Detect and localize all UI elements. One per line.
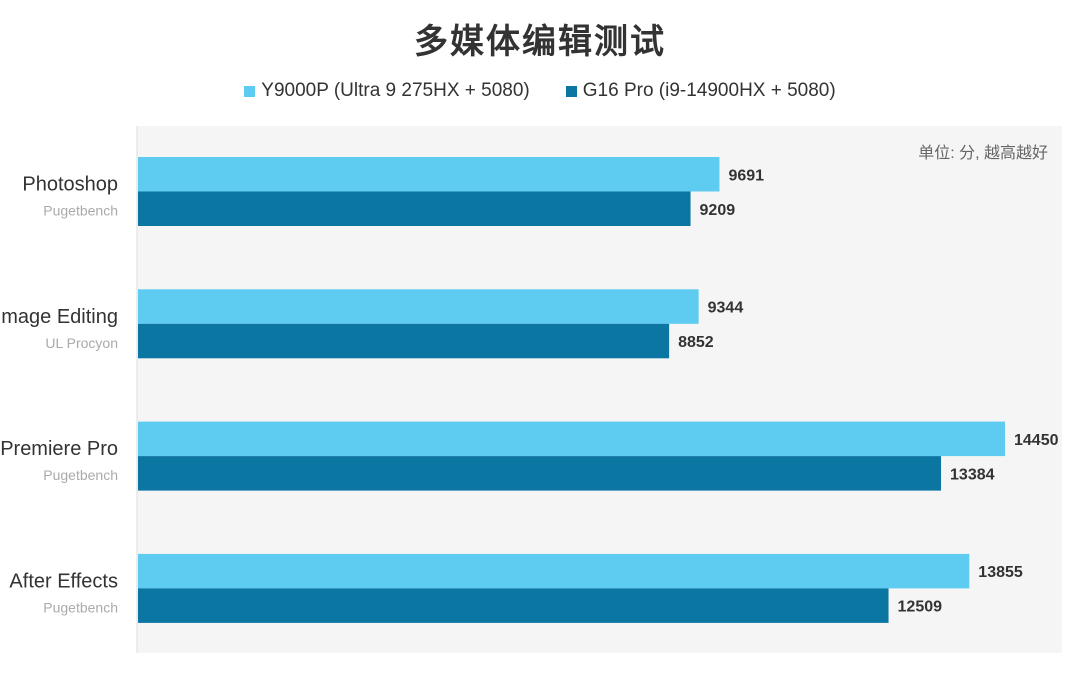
value-label-s1-c3: 12509 bbox=[898, 599, 943, 616]
category-sublabel-0: Pugetbench bbox=[43, 203, 118, 219]
category-sublabel-3: Pugetbench bbox=[43, 599, 118, 615]
legend-label-series-1: G16 Pro (i9-14900HX + 5080) bbox=[582, 80, 836, 101]
bar-s1-c3 bbox=[138, 588, 889, 623]
category-sublabel-2: Pugetbench bbox=[43, 467, 118, 483]
legend-item-series-1: G16 Pro (i9-14900HX + 5080) bbox=[565, 80, 836, 102]
bar-s0-c3 bbox=[138, 553, 970, 589]
bar-s1-c0 bbox=[138, 191, 691, 226]
unit-note: 单位: 分, 越高越好 bbox=[918, 144, 1048, 162]
bar-s0-c0 bbox=[138, 157, 720, 192]
bar-s1-c1 bbox=[138, 323, 670, 359]
bar-s0-c1 bbox=[138, 289, 699, 324]
category-sublabel-1: UL Procyon bbox=[45, 335, 118, 351]
value-label-s1-c2: 13384 bbox=[950, 466, 995, 483]
legend-item-series-0: Y9000P (Ultra 9 275HX + 5080) bbox=[244, 80, 530, 102]
value-label-s0-c1: 9344 bbox=[708, 300, 744, 317]
bar-s0-c2 bbox=[138, 421, 1005, 457]
value-label-s0-c2: 14450 bbox=[1014, 432, 1059, 449]
category-label-1: Image Editing bbox=[0, 306, 118, 328]
value-label-s1-c1: 8852 bbox=[678, 334, 714, 351]
category-label-0: Photoshop bbox=[22, 174, 118, 196]
value-label-s1-c0: 9209 bbox=[700, 202, 736, 219]
chart-title: 多媒体编辑测试 bbox=[414, 23, 666, 61]
legend-label-series-0: Y9000P (Ultra 9 275HX + 5080) bbox=[261, 80, 530, 101]
legend-swatch-series-0 bbox=[244, 85, 256, 97]
bar-s1-c2 bbox=[138, 456, 942, 491]
legend-swatch-series-1 bbox=[565, 85, 577, 97]
category-label-2: Premiere Pro bbox=[0, 438, 118, 460]
value-label-s0-c3: 13855 bbox=[978, 564, 1023, 581]
legend: Y9000P (Ultra 9 275HX + 5080) G16 Pro (i… bbox=[0, 80, 1080, 102]
category-label-3: After Effects bbox=[9, 570, 118, 592]
value-label-s0-c0: 9691 bbox=[728, 167, 764, 184]
